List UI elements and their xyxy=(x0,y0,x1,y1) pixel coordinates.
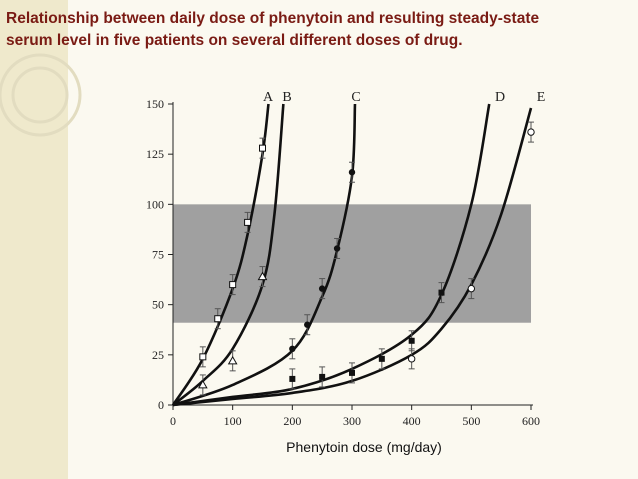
x-tick-label: 400 xyxy=(403,414,421,428)
marker-open-square xyxy=(259,144,266,152)
marker-open-square xyxy=(244,218,252,226)
data-point-a xyxy=(259,137,266,159)
marker-filled-square xyxy=(408,337,415,344)
curve-label-c: C xyxy=(351,90,360,105)
data-point-c xyxy=(333,237,341,259)
x-tick-label: 0 xyxy=(170,414,176,428)
data-point-c xyxy=(318,278,326,300)
data-point-b xyxy=(257,266,268,288)
marker-open-circle xyxy=(527,128,535,136)
data-point-a xyxy=(199,346,207,368)
data-point-a xyxy=(214,308,222,330)
y-tick-label: 125 xyxy=(146,147,164,161)
data-point-e xyxy=(527,121,535,143)
y-tick-label: 100 xyxy=(146,197,164,211)
marker-filled-square xyxy=(378,355,385,362)
marker-open-square xyxy=(229,281,237,289)
marker-filled-circle xyxy=(348,169,356,176)
marker-filled-square xyxy=(349,369,355,376)
x-tick-label: 100 xyxy=(224,414,242,428)
marker-filled-square xyxy=(438,289,445,296)
marker-filled-circle xyxy=(318,285,326,292)
data-point-d xyxy=(319,366,326,388)
marker-open-square xyxy=(199,353,207,361)
y-tick-label: 50 xyxy=(152,298,164,312)
data-point-c xyxy=(289,338,296,360)
x-tick-label: 500 xyxy=(462,414,480,428)
data-point-d xyxy=(349,362,355,384)
x-tick-label: 300 xyxy=(343,414,361,428)
data-point-b xyxy=(227,350,238,372)
data-point-d xyxy=(438,282,445,304)
axis-ticks: 0 25 50 75 100 125 150 0 100 200 300 400 500 600 xyxy=(146,97,540,428)
data-point-e xyxy=(467,278,476,300)
marker-open-circle xyxy=(407,355,416,363)
data-point-c xyxy=(348,161,356,183)
curve-d xyxy=(172,103,491,407)
marker-open-square xyxy=(214,315,222,323)
title-line-1: Relationship between daily dose of pheny… xyxy=(6,10,540,27)
data-point-a xyxy=(244,211,252,233)
data-point-d xyxy=(378,348,385,370)
data-point-b xyxy=(197,374,208,396)
data-point-c xyxy=(304,314,311,336)
therapeutic-range-band xyxy=(173,204,531,323)
data-points xyxy=(197,121,535,396)
marker-filled-circle xyxy=(289,345,296,353)
y-tick-label: 75 xyxy=(152,248,164,262)
curve-label-a: A xyxy=(263,90,274,105)
marker-open-triangle xyxy=(197,379,208,389)
decorative-band xyxy=(0,0,68,479)
curve-label-d: D xyxy=(495,90,505,105)
curve-label-e: E xyxy=(537,90,546,105)
x-tick-label: 600 xyxy=(522,414,540,428)
marker-filled-square xyxy=(319,373,326,380)
title-line-2: serum level in five patients on several … xyxy=(6,32,463,49)
curve-label-b: B xyxy=(282,90,291,105)
y-tick-label: 150 xyxy=(146,97,164,111)
x-tick-label: 200 xyxy=(283,414,301,428)
x-axis-label: Phenytoin dose (mg/day) xyxy=(286,439,442,455)
marker-filled-circle xyxy=(333,245,341,252)
curve-e xyxy=(172,107,533,407)
marker-filled-circle xyxy=(304,321,311,328)
y-tick-label: 25 xyxy=(152,348,164,362)
slide-title: Relationship between daily dose of pheny… xyxy=(6,8,636,52)
data-point-e xyxy=(407,348,416,370)
marker-open-triangle xyxy=(257,271,268,281)
data-point-a xyxy=(229,274,237,296)
y-tick-label: 0 xyxy=(158,398,164,412)
marker-filled-square xyxy=(289,375,296,382)
marker-open-circle xyxy=(467,284,476,293)
data-point-d xyxy=(289,368,296,390)
decorative-circles xyxy=(0,53,82,137)
marker-open-triangle xyxy=(227,355,238,365)
